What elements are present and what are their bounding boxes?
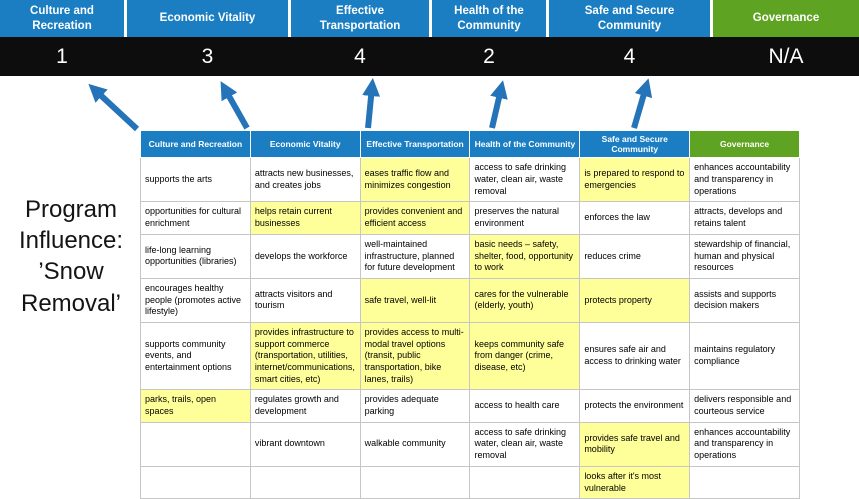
page-title-line: Program	[24, 196, 118, 223]
matrix-cell	[249, 465, 361, 499]
matrix-cell	[359, 465, 471, 499]
matrix-row: supports the arts attracts new businesses…	[140, 157, 800, 203]
matrix-cell: opportunities for cultural enrichment	[140, 201, 251, 235]
score-culture-recreation: 1	[56, 44, 68, 68]
matrix-cell: ensures safe air and access to drinking …	[579, 321, 691, 391]
category-health-community: Health of the Community	[432, 0, 546, 37]
matrix-cell: enhances accountability and transparency…	[689, 421, 800, 467]
score-economic-vitality: 3	[201, 44, 214, 68]
matrix-cell	[689, 465, 800, 499]
matrix-cell: preserves the natural environment	[469, 201, 581, 235]
matrix-cell: attracts visitors and tourism	[249, 277, 361, 323]
matrix-cell: attracts, develops and retains talent	[689, 201, 800, 235]
matrix-cell: access to health care	[469, 389, 581, 423]
matrix-header-effective-transportation: Effective Transportation	[359, 129, 471, 159]
page-title-line: Removal’	[20, 289, 122, 317]
score-safe-secure-community: 4	[623, 44, 636, 68]
matrix-cell: encourages healthy people (promotes acti…	[140, 277, 251, 323]
matrix-cell: enhances accountability and transparency…	[689, 157, 800, 203]
up-arrow-icon	[489, 80, 508, 129]
influence-matrix: Culture and Recreation Economic Vitality…	[140, 129, 800, 499]
matrix-cell: develops the workforce	[249, 233, 361, 279]
matrix-cell: enforces the law	[579, 201, 691, 235]
category-header-row: Culture and Recreation Economic Vitality…	[0, 0, 859, 37]
up-arrow-icon	[220, 81, 250, 130]
matrix-cell: reduces crime	[579, 233, 691, 279]
matrix-header-safe-secure-community: Safe and Secure Community	[579, 129, 691, 159]
category-culture-recreation: Culture and Recreation	[0, 0, 124, 37]
matrix-header-economic-vitality: Economic Vitality	[249, 129, 361, 159]
page-title-line: ’Snow	[38, 258, 104, 286]
matrix-cell: safe travel, well-lit	[359, 277, 471, 323]
category-safe-secure-community: Safe and Secure Community	[549, 0, 710, 37]
matrix-row: encourages healthy people (promotes acti…	[140, 277, 800, 323]
category-economic-vitality: Economic Vitality	[127, 0, 288, 37]
matrix-cell: stewardship of financial, human and phys…	[689, 233, 800, 279]
score-health-community: 2	[483, 44, 495, 68]
matrix-cell: delivers responsible and courteous servi…	[689, 389, 800, 423]
score-row: 1 3 4 2 4 N/A	[0, 37, 859, 76]
matrix-cell: protects property	[579, 277, 691, 323]
matrix-cell: helps retain current businesses	[249, 201, 361, 235]
matrix-cell	[469, 465, 581, 499]
matrix-cell: supports the arts	[140, 157, 251, 203]
matrix-cell: basic needs – safety, shelter, food, opp…	[469, 233, 581, 279]
matrix-cell: life-long learning opportunities (librar…	[140, 233, 251, 279]
up-arrow-icon	[631, 78, 653, 129]
matrix-cell: is prepared to respond to emergencies	[579, 157, 691, 203]
matrix-cell: walkable community	[359, 421, 471, 467]
score-governance: N/A	[768, 44, 804, 68]
matrix-cell	[140, 465, 251, 499]
matrix-row: opportunities for cultural enrichment hel…	[140, 201, 800, 235]
matrix-cell: access to safe drinking water, clean air…	[469, 157, 581, 203]
matrix-cell: regulates growth and development	[249, 389, 361, 423]
matrix-header-culture-recreation: Culture and Recreation	[140, 129, 251, 159]
category-effective-transportation: Effective Transportation	[291, 0, 429, 37]
matrix-cell: assists and supports decision makers	[689, 277, 800, 323]
matrix-cell: well-maintained infrastructure, planned …	[359, 233, 471, 279]
matrix-cell: provides infrastructure to support comme…	[249, 321, 361, 391]
up-arrow-icon	[362, 78, 381, 129]
matrix-body: supports the arts attracts new businesses…	[140, 157, 800, 499]
score-effective-transportation: 4	[354, 44, 366, 68]
matrix-row: looks after it's most vulnerable	[140, 465, 800, 499]
matrix-cell: provides convenient and efficient access	[359, 201, 471, 235]
matrix-cell	[140, 421, 251, 467]
matrix-header-row: Culture and Recreation Economic Vitality…	[140, 129, 800, 159]
matrix-cell: eases traffic flow and minimizes congest…	[359, 157, 471, 203]
matrix-cell: attracts new businesses, and creates job…	[249, 157, 361, 203]
page-title-line: Influence:	[18, 227, 124, 255]
matrix-cell: maintains regulatory compliance	[689, 321, 800, 391]
matrix-header: Culture and Recreation Economic Vitality…	[140, 129, 800, 159]
matrix-header-health-community: Health of the Community	[469, 129, 581, 159]
matrix-cell: provides safe travel and mobility	[579, 421, 691, 467]
matrix-cell: provides access to multi-modal travel op…	[359, 321, 471, 391]
matrix-cell: looks after it's most vulnerable	[579, 465, 691, 499]
matrix-header-governance: Governance	[689, 129, 800, 159]
category-governance: Governance	[713, 0, 859, 37]
matrix-cell: vibrant downtown	[249, 421, 361, 467]
matrix-cell: access to safe drinking water, clean air…	[469, 421, 581, 467]
matrix-row: parks, trails, open spaces regulates grow…	[140, 389, 800, 423]
up-arrow-icon	[88, 83, 140, 132]
influence-arrows	[88, 78, 653, 132]
matrix-row: supports community events, and entertain…	[140, 321, 800, 391]
page-title: Program Influence: ’Snow Removal’	[0, 194, 142, 319]
matrix-cell: cares for the vulnerable (elderly, youth…	[469, 277, 581, 323]
matrix-cell: provides adequate parking	[359, 389, 471, 423]
matrix-row: vibrant downtown walkable community access…	[140, 421, 800, 467]
matrix-cell: parks, trails, open spaces	[140, 389, 251, 423]
matrix-cell: protects the environment	[579, 389, 691, 423]
matrix-cell: supports community events, and entertain…	[140, 321, 251, 391]
matrix-cell: keeps community safe from danger (crime,…	[469, 321, 581, 391]
matrix-row: life-long learning opportunities (librar…	[140, 233, 800, 279]
